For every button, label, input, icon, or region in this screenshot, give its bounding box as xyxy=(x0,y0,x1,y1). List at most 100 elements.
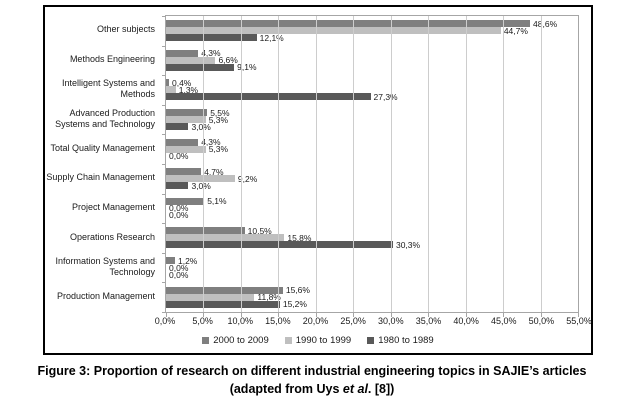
bar-row: 4,7% xyxy=(166,166,578,177)
x-tick-mark xyxy=(240,313,242,317)
bar-value-label: 48,6% xyxy=(533,18,558,29)
figure-3-chart: Other subjects Methods Engineering Intelli… xyxy=(43,5,593,355)
bar-value-label: 3,0% xyxy=(191,180,211,191)
bar-value-label: 44,7% xyxy=(503,25,528,36)
category-label: Methods Engineering xyxy=(69,53,155,64)
bar-1980-to-1989 xyxy=(166,93,371,101)
legend-item: 1990 to 1999 xyxy=(284,335,351,346)
bar-1990-to-1999 xyxy=(166,116,206,124)
category-label: Production Management xyxy=(56,290,155,301)
caption-line1: Figure 3: Proportion of research on diff… xyxy=(37,364,587,378)
x-tick-mark xyxy=(540,313,542,317)
gridline xyxy=(503,16,505,312)
bar-2000-to-2009 xyxy=(166,138,199,146)
bar-1980-to-1989 xyxy=(166,300,280,308)
bar-value-label: 5,5% xyxy=(210,107,230,118)
y-tick-mark xyxy=(162,75,166,77)
legend-item: 2000 to 2009 xyxy=(202,335,269,346)
category-label: Total Quality Management xyxy=(50,142,155,153)
bar-value-label: 27,3% xyxy=(373,91,398,102)
x-tick-label: 25,0% xyxy=(340,316,366,326)
bar-value-label: 4,7% xyxy=(204,166,224,177)
x-tick-mark xyxy=(353,313,355,317)
bar-2000-to-2009 xyxy=(166,257,175,265)
bar-value-label: 10,5% xyxy=(247,225,272,236)
bar-1990-to-1999 xyxy=(166,175,235,183)
bar-row: 11,8% xyxy=(166,292,578,303)
gridline xyxy=(465,16,467,312)
bar-value-label: 3,0% xyxy=(191,121,211,132)
bar-row: 12,1% xyxy=(166,32,578,43)
y-tick-mark xyxy=(162,134,166,136)
bar-row: 6,6% xyxy=(166,55,578,65)
bar-row: 44,7% xyxy=(166,25,578,36)
bar-1990-to-1999 xyxy=(166,56,216,64)
category-label: Other subjects xyxy=(96,24,155,35)
y-tick-mark xyxy=(162,282,166,284)
x-tick-mark xyxy=(315,313,317,317)
bar-value-label: 12,1% xyxy=(259,32,284,43)
bar-2000-to-2009 xyxy=(166,79,169,87)
bar-row: 15,6% xyxy=(166,285,578,295)
gridline xyxy=(278,16,280,312)
bar-value-label: 0,0% xyxy=(169,262,189,273)
legend-swatch xyxy=(202,336,210,344)
bar-1980-to-1989 xyxy=(166,123,189,131)
bar-2000-to-2009 xyxy=(166,286,283,294)
gridline xyxy=(540,16,542,312)
bar-row: 0,0% xyxy=(166,210,578,220)
bar-row: 3,0% xyxy=(166,121,578,132)
x-tick-label: 15,0% xyxy=(265,316,291,326)
bar-2000-to-2009 xyxy=(166,49,199,57)
x-tick-label: 0,0% xyxy=(154,316,176,326)
bar-row: 27,3% xyxy=(166,91,578,102)
bar-row: 4,3% xyxy=(166,48,578,58)
bar-1990-to-1999 xyxy=(166,145,206,153)
y-tick-mark xyxy=(162,223,166,225)
bar-row: 0,0% xyxy=(166,270,578,280)
y-tick-mark xyxy=(162,193,166,195)
gridline xyxy=(353,16,355,312)
category-label: Supply Chain Management xyxy=(46,172,155,183)
bar-value-label: 11,8% xyxy=(257,292,281,303)
bar-1990-to-1999 xyxy=(166,27,501,35)
bar-group: 5,5% 5,3% 3,0% xyxy=(166,105,578,135)
y-tick-mark xyxy=(162,164,166,165)
bar-row: 5,5% xyxy=(166,107,578,118)
bar-row: 0,0% xyxy=(166,262,578,273)
bar-group: 4,3% 6,6% 9,1% xyxy=(166,46,578,76)
bar-row: 4,3% xyxy=(166,137,578,148)
x-tick-label: 30,0% xyxy=(378,316,404,326)
bar-value-label: 30,3% xyxy=(395,239,421,250)
bar-groups: 48,6% 44,7% 12,1% 4,3% 6,6% 9,1% 0,4% 1,3% 27,3%… xyxy=(166,16,578,312)
y-tick-mark xyxy=(162,16,166,17)
bar-value-label: 5,3% xyxy=(208,144,229,155)
bar-group: 4,3% 5,3% 0,0% xyxy=(166,134,578,164)
y-tick-mark xyxy=(162,312,166,313)
y-tick-mark xyxy=(162,104,166,106)
x-tick-label: 40,0% xyxy=(453,316,479,326)
bar-group: 1,2% 0,0% 0,0% xyxy=(166,253,578,283)
x-tick-mark xyxy=(166,313,167,317)
bar-1980-to-1989 xyxy=(166,182,189,190)
bar-value-label: 4,3% xyxy=(201,137,221,148)
bar-row: 0,0% xyxy=(166,203,578,213)
x-axis-ticks: 0,0% 5,0% 10,0% 15,0% 20,0% 25,0% 30,0% 35,0% 40… xyxy=(155,316,592,328)
bar-1980-to-1989 xyxy=(166,34,257,42)
bar-row: 0,0% xyxy=(166,151,578,161)
x-tick-mark xyxy=(203,313,205,317)
legend: 2000 to 2009 1990 to 1999 1980 to 1989 xyxy=(45,333,591,347)
bar-2000-to-2009 xyxy=(166,20,531,28)
legend-swatch xyxy=(284,336,292,344)
bar-row: 48,6% xyxy=(166,18,578,29)
category-label: Advanced Production Systems and Technolo… xyxy=(55,107,155,129)
gridline xyxy=(240,16,242,312)
legend-label: 1980 to 1989 xyxy=(378,334,434,346)
x-tick-label: 35,0% xyxy=(415,316,442,326)
bar-1990-to-1999 xyxy=(166,234,285,242)
x-tick-label: 20,0% xyxy=(302,316,329,326)
bar-row: 9,1% xyxy=(166,62,578,72)
gridline xyxy=(428,16,430,312)
bar-group: 15,6% 11,8% 15,2% xyxy=(166,282,578,312)
bar-row: 5,3% xyxy=(166,144,578,155)
